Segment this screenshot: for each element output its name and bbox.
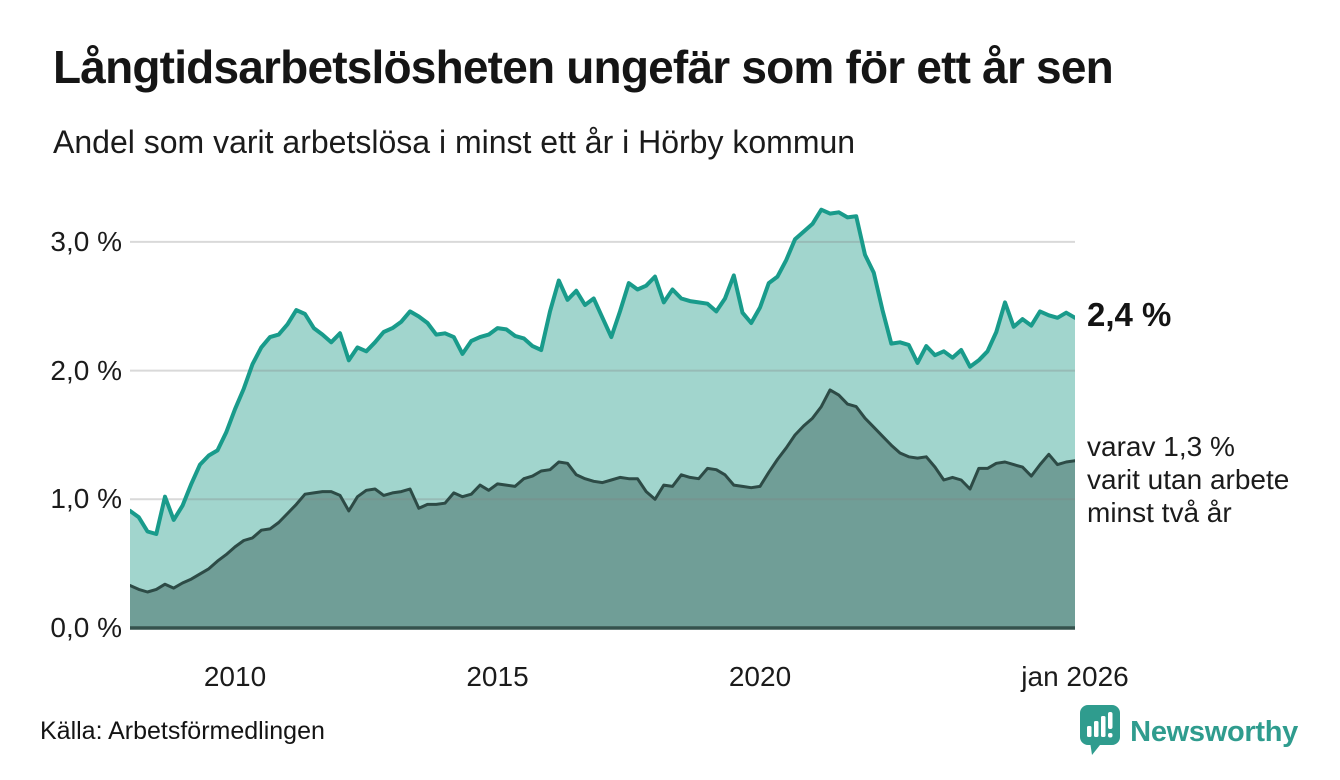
series2-annotation-line1: varav 1,3 % [1087, 431, 1235, 462]
source-credit: Källa: Arbetsförmedlingen [40, 717, 325, 745]
x-tick-label: 2020 [728, 661, 792, 692]
line-Arbetslösa minst ett år [130, 207, 1075, 536]
x-tick-label: 2010 [203, 661, 267, 692]
series2-annotation: varav 1,3 % varit utan arbete minst två … [1087, 430, 1289, 529]
line-Arbetslösa minst två år [130, 388, 1075, 594]
y-tick-label: 3,0 % [50, 225, 122, 257]
area-Arbetslösa minst två år [130, 389, 1075, 628]
x-tick-label: 2015 [466, 661, 529, 692]
newsworthy-badge-icon [1079, 704, 1121, 761]
page-subtitle: Andel som varit arbetslösa i minst ett å… [53, 124, 856, 160]
series2-annotation-line2: varit utan arbete [1087, 464, 1290, 495]
y-tick-label: 0,0 % [50, 612, 122, 643]
y-tick-label: 1,0 % [50, 483, 122, 515]
page-title: Långtidsarbetslösheten ungefär som för e… [53, 41, 1114, 93]
newsworthy-logo: Newsworthy [1079, 704, 1298, 761]
series1-end-value-label: 2,4 % [1087, 296, 1172, 333]
series2-annotation-line3: minst två år [1087, 497, 1232, 528]
plot-svg [130, 207, 1075, 630]
x-tick-label: jan 2026 [1021, 661, 1129, 692]
newsworthy-wordmark: Newsworthy [1130, 716, 1298, 748]
y-tick-label: 2,0 % [50, 354, 122, 386]
